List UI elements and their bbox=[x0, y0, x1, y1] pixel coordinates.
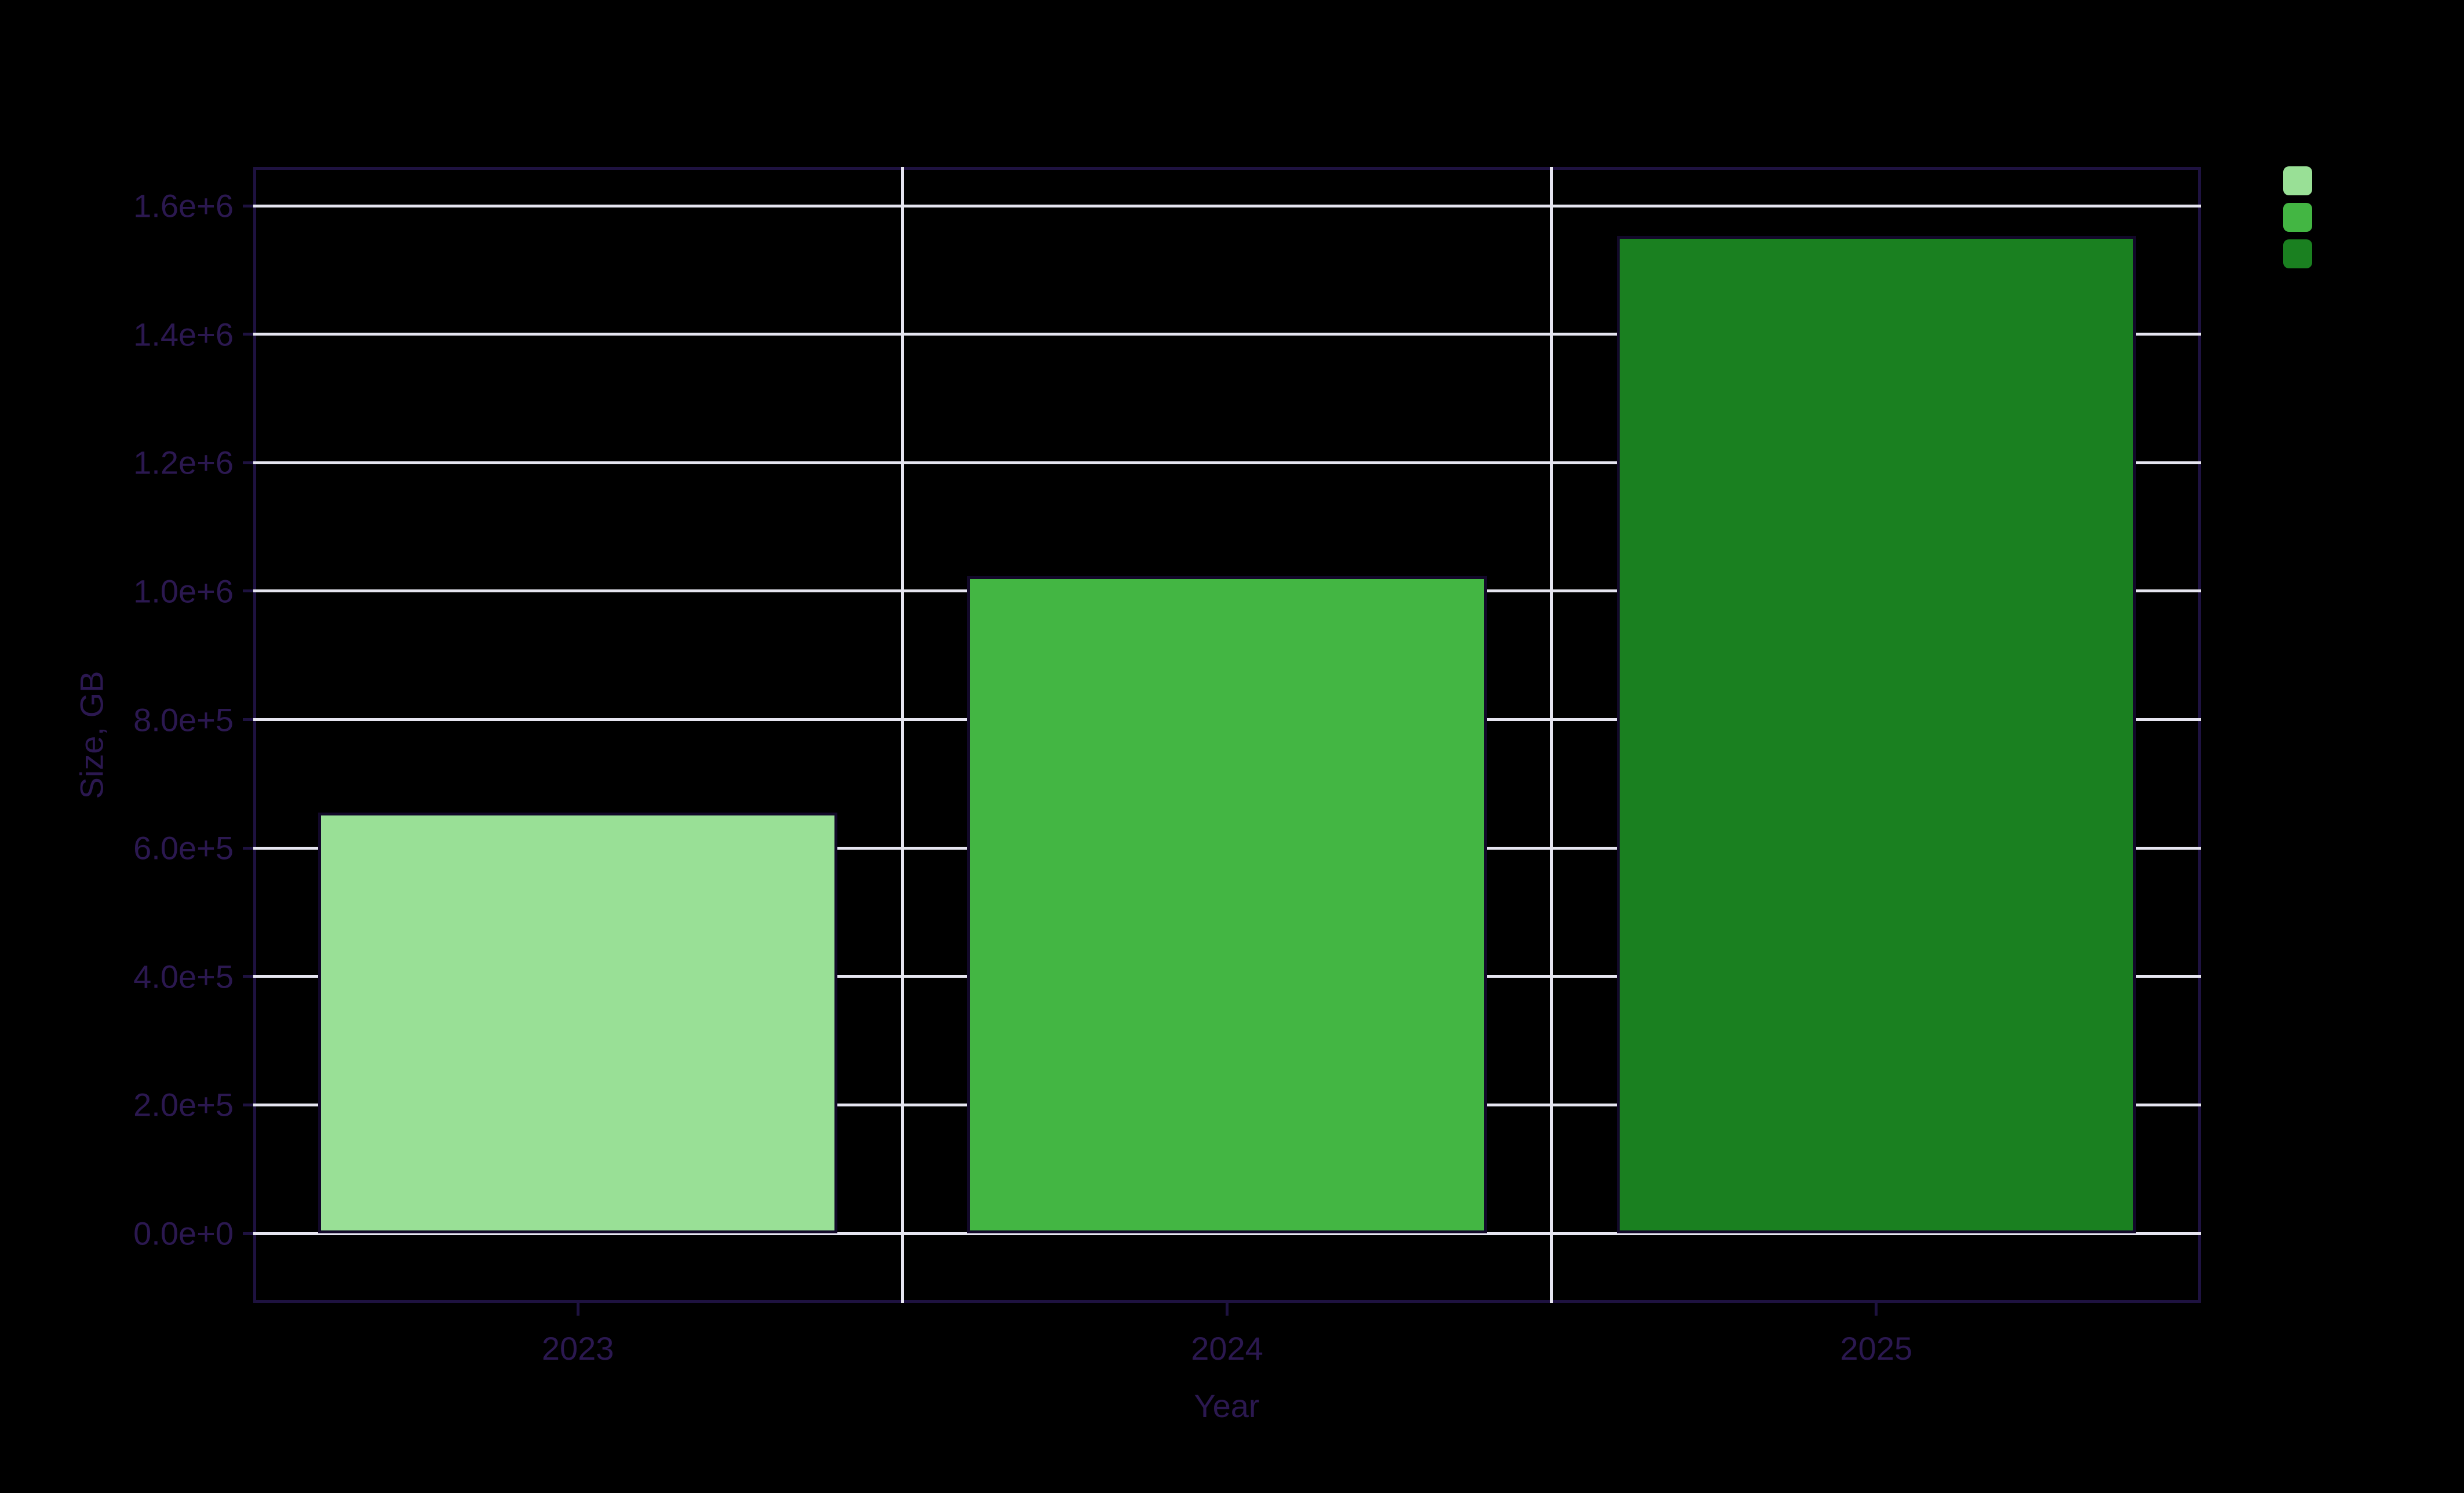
x-gridline bbox=[901, 167, 904, 1303]
x-gridline bbox=[1550, 167, 1554, 1303]
y-tick-mark bbox=[243, 589, 253, 593]
y-tick-label: 4.0e+5 bbox=[133, 958, 234, 995]
y-tick-label: 2.0e+5 bbox=[133, 1086, 234, 1123]
y-tick-mark bbox=[243, 718, 253, 721]
y-gridline bbox=[253, 333, 2201, 336]
y-tick-label: 1.6e+6 bbox=[133, 187, 234, 224]
x-tick-label: 2023 bbox=[541, 1330, 614, 1367]
y-gridline bbox=[253, 204, 2201, 207]
legend-swatch-2023[interactable] bbox=[2283, 166, 2312, 195]
y-tick-label: 6.0e+5 bbox=[133, 829, 234, 866]
y-tick-mark bbox=[243, 204, 253, 207]
y-gridline bbox=[253, 461, 2201, 464]
y-tick-label: 8.0e+5 bbox=[133, 701, 234, 738]
y-tick-mark bbox=[243, 333, 253, 336]
x-tick-mark bbox=[576, 1303, 579, 1316]
legend bbox=[2283, 166, 2312, 268]
legend-swatch-2024[interactable] bbox=[2283, 203, 2312, 232]
x-tick-mark bbox=[1226, 1303, 1229, 1316]
x-tick-label: 2025 bbox=[1840, 1330, 1913, 1367]
y-tick-label: 1.2e+6 bbox=[133, 444, 234, 481]
y-tick-label: 1.0e+6 bbox=[133, 573, 234, 610]
y-tick-mark bbox=[243, 461, 253, 464]
y-tick-label: 1.4e+6 bbox=[133, 316, 234, 353]
y-tick-label: 0.0e+0 bbox=[133, 1215, 234, 1252]
y-gridline bbox=[253, 1232, 2201, 1235]
x-axis-title: Year bbox=[1194, 1388, 1260, 1424]
y-tick-mark bbox=[243, 975, 253, 978]
x-tick-label: 2024 bbox=[1191, 1330, 1263, 1367]
bar-2025[interactable] bbox=[1616, 236, 2136, 1233]
x-tick-mark bbox=[1875, 1303, 1878, 1316]
bar-2024[interactable] bbox=[967, 576, 1487, 1233]
y-tick-mark bbox=[243, 846, 253, 850]
y-tick-mark bbox=[243, 1232, 253, 1235]
bar-2023[interactable] bbox=[318, 813, 838, 1233]
y-axis-title: Size, GB bbox=[73, 671, 110, 799]
legend-swatch-2025[interactable] bbox=[2283, 239, 2312, 268]
y-tick-mark bbox=[243, 1103, 253, 1106]
plot-area: 0.0e+0 2.0e+5 4.0e+5 6.0e+5 8.0e+5 1.0e+6 1.2e… bbox=[133, 167, 2201, 1367]
